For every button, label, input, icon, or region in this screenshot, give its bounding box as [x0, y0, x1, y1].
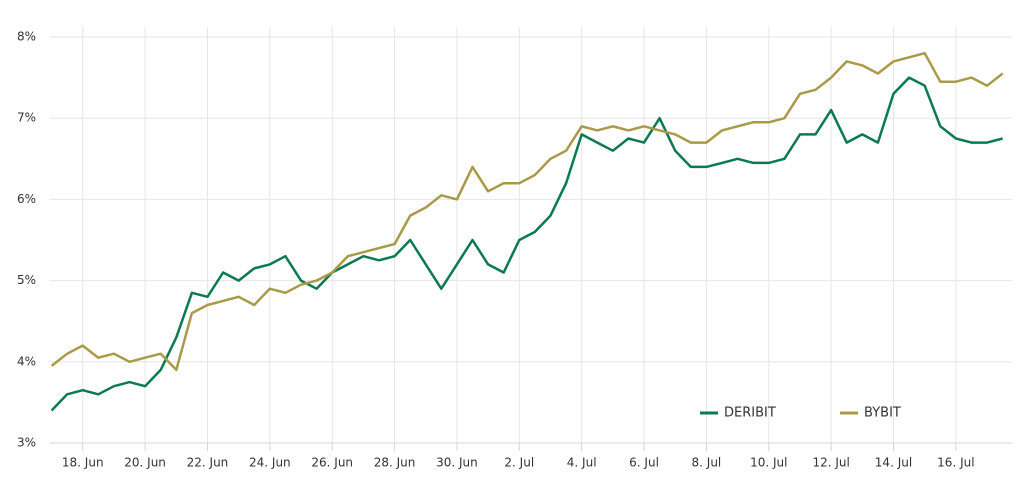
- x-tick-label: 30. Jun: [436, 456, 478, 470]
- x-tick-label: 12. Jul: [812, 456, 849, 470]
- x-tick-label: 22. Jun: [187, 456, 229, 470]
- y-tick-label: 3%: [17, 436, 36, 450]
- x-tick-label: 10. Jul: [750, 456, 787, 470]
- x-tick-label: 24. Jun: [249, 456, 291, 470]
- x-tick-label: 28. Jun: [374, 456, 416, 470]
- x-tick-label: 14. Jul: [875, 456, 912, 470]
- line-series: [50, 51, 1004, 372]
- x-tick-label: 2. Jul: [504, 456, 534, 470]
- line-series: [50, 76, 1003, 412]
- y-tick-label: 5%: [17, 273, 36, 287]
- y-tick-label: 4%: [17, 354, 36, 368]
- x-tick-label: 18. Jun: [62, 456, 104, 470]
- x-tick-label: 4. Jul: [567, 456, 597, 470]
- y-tick-label: 8%: [17, 30, 36, 44]
- x-tick-label: 6. Jul: [629, 456, 659, 470]
- x-tick-label: 20. Jun: [124, 456, 166, 470]
- x-tick-label: 16. Jul: [937, 456, 974, 470]
- x-tick-label: 26. Jun: [311, 456, 353, 470]
- y-tick-label: 7%: [17, 111, 36, 125]
- x-tick-label: 8. Jul: [692, 456, 722, 470]
- legend-label: DERIBIT: [724, 406, 776, 421]
- legend-label: BYBIT: [864, 406, 901, 421]
- y-tick-label: 6%: [17, 192, 36, 206]
